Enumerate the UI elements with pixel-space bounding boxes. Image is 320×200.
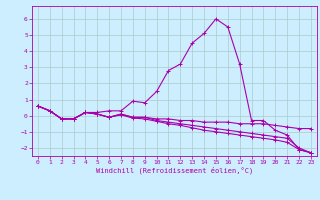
X-axis label: Windchill (Refroidissement éolien,°C): Windchill (Refroidissement éolien,°C) — [96, 167, 253, 174]
